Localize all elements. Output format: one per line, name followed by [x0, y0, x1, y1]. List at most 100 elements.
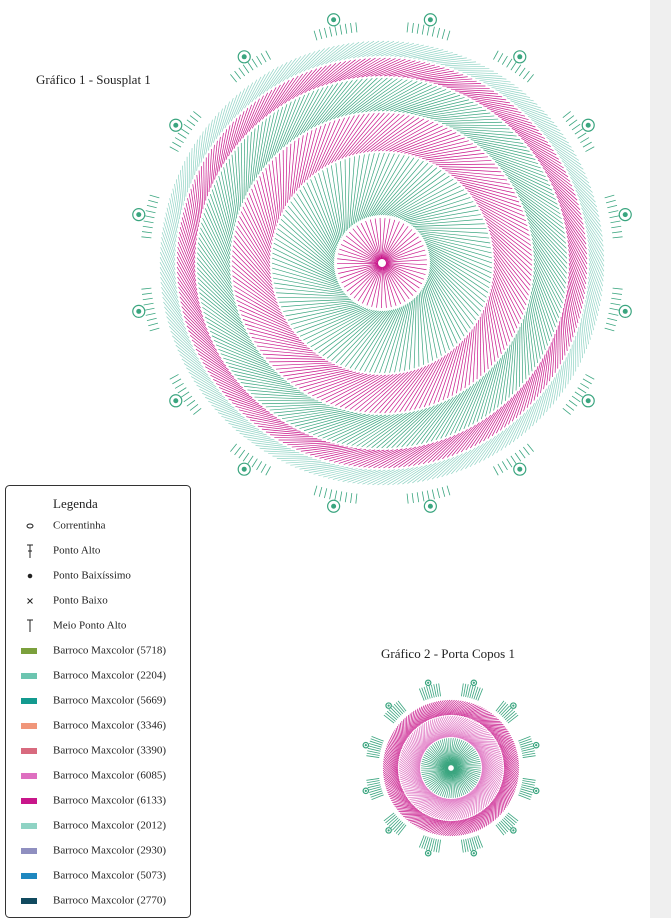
stitch: [357, 469, 391, 484]
stitch: [389, 125, 443, 152]
stitch: [486, 152, 544, 173]
stitch: [516, 406, 532, 440]
stitch: [203, 212, 231, 268]
stitch: [500, 750, 520, 767]
stitch: [390, 89, 447, 112]
stitch: [438, 797, 460, 819]
stitch: [296, 444, 340, 450]
stitch: [285, 460, 322, 464]
stitch: [381, 85, 437, 112]
picot: [517, 466, 523, 472]
picot: [618, 208, 632, 222]
stitch: [409, 359, 440, 411]
fan-stitch: [568, 399, 578, 407]
fan-stitch: [436, 488, 440, 499]
stitch: [531, 119, 564, 136]
stitch: [417, 230, 490, 239]
stitch: [183, 315, 215, 347]
picot: [237, 50, 251, 64]
fan-stitch: [611, 231, 622, 234]
stitch: [349, 78, 398, 115]
stitch: [549, 140, 580, 161]
stitch: [303, 372, 360, 392]
stitch: [357, 79, 408, 114]
stitch: [314, 176, 339, 244]
picot: [136, 212, 142, 218]
stitch: [349, 309, 393, 369]
stitch: [398, 765, 424, 782]
stitch: [501, 752, 520, 769]
fan-stitch: [251, 58, 258, 68]
stitch: [382, 221, 400, 260]
stitch: [497, 742, 518, 756]
stitch: [377, 84, 433, 112]
stitch: [180, 301, 210, 335]
stitch: [383, 223, 405, 260]
stitch: [279, 299, 351, 303]
stitch: [399, 722, 404, 746]
stitch: [326, 310, 382, 359]
stitch: [336, 414, 391, 443]
stitch: [434, 798, 457, 818]
fan-stitch: [507, 714, 519, 724]
fan-stitch: [568, 119, 578, 127]
fan-stitch: [421, 687, 427, 701]
stitch: [463, 790, 473, 819]
picot: [510, 702, 517, 709]
fan-stitch: [186, 399, 196, 407]
stitch: [286, 90, 315, 145]
stitch: [384, 780, 405, 794]
fan-stitch: [344, 23, 348, 34]
stitch: [449, 65, 485, 68]
stitch: [323, 468, 358, 478]
stitch: [228, 114, 241, 157]
stitch: [436, 453, 463, 479]
stitch: [271, 101, 292, 159]
stitch: [181, 217, 196, 259]
stitch: [516, 191, 564, 229]
stitch: [381, 121, 434, 152]
stitch: [543, 346, 550, 390]
stitch: [363, 115, 410, 153]
stitch: [331, 113, 365, 164]
picot: [510, 827, 517, 834]
stitch: [455, 90, 499, 95]
stitch: [399, 193, 468, 219]
stitch: [223, 357, 281, 377]
stitch: [344, 310, 390, 367]
stitch: [493, 266, 522, 320]
stitch: [281, 300, 353, 308]
stitch: [431, 57, 467, 63]
stitch: [540, 350, 548, 394]
legend-swatch: [21, 723, 37, 729]
stitch: [560, 316, 564, 360]
stitch: [179, 354, 209, 376]
stitch: [432, 699, 449, 719]
stitch: [454, 793, 469, 821]
stitch: [382, 767, 401, 784]
legend-label: Barroco Maxcolor (2930): [53, 845, 166, 857]
stitch: [511, 128, 551, 147]
stitch: [326, 167, 342, 239]
stitch: [206, 153, 210, 197]
stitch: [422, 434, 456, 465]
stitch: [424, 241, 493, 269]
fan-stitch: [368, 788, 382, 793]
stitch: [310, 81, 348, 129]
stitch: [456, 705, 479, 716]
stitch: [418, 798, 447, 810]
stitch: [379, 218, 382, 260]
stitch: [420, 291, 429, 363]
fan-stitch: [230, 443, 237, 452]
stitch: [348, 112, 390, 157]
stitch: [369, 156, 410, 217]
stitch: [435, 770, 452, 795]
stitch: [251, 124, 260, 185]
fan-stitch: [367, 784, 381, 789]
stitch: [491, 86, 527, 95]
stitch: [306, 82, 343, 131]
stitch: [277, 228, 336, 272]
stitch: [382, 467, 414, 486]
stitch: [463, 94, 507, 101]
stitch: [159, 252, 177, 285]
